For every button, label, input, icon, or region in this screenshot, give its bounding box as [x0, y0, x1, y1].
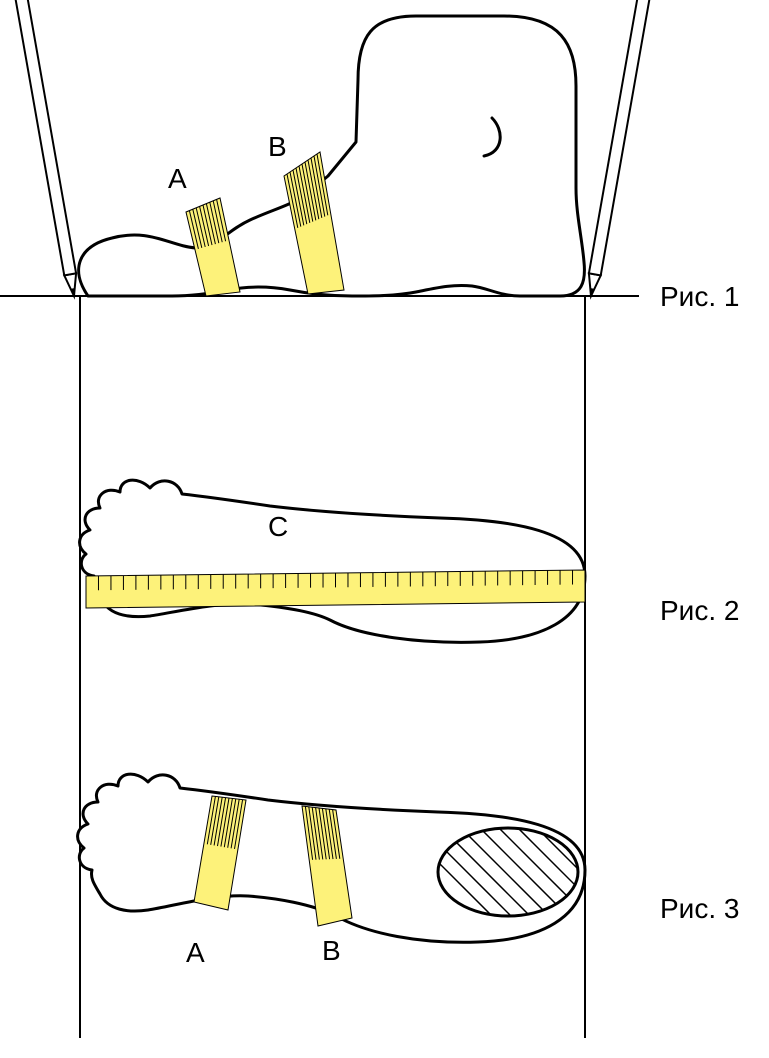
svg-text:B: B	[322, 935, 341, 966]
svg-text:A: A	[168, 163, 187, 194]
svg-text:C: C	[268, 511, 288, 542]
svg-text:A: A	[186, 937, 205, 968]
svg-text:B: B	[268, 131, 287, 162]
svg-text:Рис. 1: Рис. 1	[660, 281, 739, 312]
svg-text:Рис. 3: Рис. 3	[660, 893, 739, 924]
svg-text:Рис. 2: Рис. 2	[660, 595, 739, 626]
